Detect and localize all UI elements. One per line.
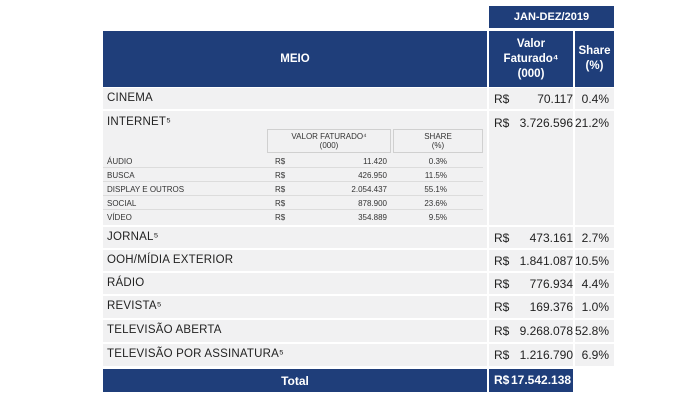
sub-row-label: ÁUDIO: [107, 157, 133, 166]
sub-row-share: 23.6%: [424, 199, 447, 208]
internet-subtable-row-social: SOCIAL R$ 878.900 23.6%: [103, 197, 483, 210]
sub-row-currency: R$: [275, 185, 286, 194]
row-label: CINEMA: [107, 92, 153, 104]
meio-label: MEIO: [280, 52, 310, 65]
row-share: 6.9%: [581, 348, 609, 362]
sub-row-label: VÍDEO: [107, 213, 132, 222]
sub-row-label: SOCIAL: [107, 199, 137, 208]
row-value: 1.216.790: [519, 348, 573, 362]
row-currency: R$: [494, 277, 510, 291]
row-value: 9.268.078: [519, 324, 573, 338]
row-share: 1.0%: [581, 300, 609, 314]
row-currency: R$: [494, 348, 510, 362]
internet-subtable-row-video: VÍDEO R$ 354.889 9.5%: [103, 211, 483, 224]
row-currency: R$: [494, 300, 510, 314]
sub-row-currency: R$: [275, 171, 286, 180]
row-currency: R$: [494, 254, 510, 268]
internet-subtable-row-audio: ÁUDIO R$ 11.420 0.3%: [103, 155, 483, 168]
total-currency: R$: [494, 373, 510, 387]
row-value: 70.117: [537, 92, 573, 106]
valor-header-line1: Valor: [516, 37, 546, 50]
share-header-line2: (%): [585, 60, 604, 72]
sub-row-label: DISPLAY E OUTROS: [107, 185, 185, 194]
row-value: 1.841.087: [519, 254, 573, 268]
row-value: 3.726.596: [519, 116, 573, 130]
row-label: INTERNET⁵: [107, 116, 172, 128]
row-value: 473.161: [529, 231, 573, 245]
table-row-cinema: CINEMA R$ 70.117 0.4%: [103, 88, 614, 109]
row-label: TELEVISÃO POR ASSINATURA⁵: [107, 348, 284, 360]
internet-subtable-row-display: DISPLAY E OUTROS R$ 2.054.437 55.1%: [103, 183, 483, 196]
row-value: 776.934: [529, 277, 573, 291]
row-currency: R$: [494, 231, 510, 245]
table-row-internet: INTERNET⁵ R$ 3.726.596 21.2% VALOR FATUR…: [103, 111, 614, 225]
sub-header-share-line2: (%): [431, 141, 445, 150]
row-share: 4.4%: [581, 277, 609, 291]
table-row-tv-aberta: TELEVISÃO ABERTA R$ 9.268.078 52.8%: [103, 320, 614, 342]
row-share: 21.2%: [575, 116, 610, 130]
row-share: 0.4%: [581, 92, 609, 106]
table-row-tv-assinatura: TELEVISÃO POR ASSINATURA⁵ R$ 1.216.790 6…: [103, 344, 614, 366]
share-header-line1: Share: [578, 45, 611, 57]
sub-row-share: 55.1%: [424, 185, 447, 194]
sub-header-valor-line1: VALOR FATURADO⁴: [291, 132, 367, 141]
column-header-valor: Valor Faturado⁴ (000): [489, 31, 573, 87]
sub-row-currency: R$: [275, 213, 286, 222]
sub-row-value: 11.420: [363, 157, 387, 166]
valor-header-line2: Faturado⁴: [503, 52, 559, 65]
sub-row-share: 0.3%: [428, 157, 447, 166]
column-divider: [487, 88, 489, 366]
total-label: Total: [281, 373, 309, 388]
sub-row-value: 2.054.437: [351, 185, 387, 194]
column-header-meio: MEIO: [103, 31, 487, 87]
sub-header-valor-line2: (000): [319, 141, 339, 150]
table-row-revista: REVISTA⁵ R$ 169.376 1.0%: [103, 296, 614, 318]
internet-subtable-header-valor: VALOR FATURADO⁴ (000): [267, 129, 391, 153]
row-share: 10.5%: [575, 254, 610, 268]
table-row-radio: RÁDIO R$ 776.934 4.4%: [103, 273, 614, 294]
row-currency: R$: [494, 324, 510, 338]
column-divider: [573, 88, 575, 366]
total-label-cell: Total: [103, 369, 487, 392]
sub-row-value: 426.950: [358, 171, 387, 180]
row-share: 52.8%: [575, 324, 610, 338]
row-label: JORNAL⁵: [107, 231, 159, 243]
period-label: JAN-DEZ/2019: [513, 11, 590, 23]
internet-subtable-row-busca: BUSCA R$ 426.950 11.5%: [103, 169, 483, 182]
sub-header-share-line1: SHARE: [424, 132, 452, 141]
row-share: 2.7%: [581, 231, 609, 245]
row-label: RÁDIO: [107, 277, 145, 289]
valor-header-line3: (000): [517, 67, 545, 80]
table-row-jornal: JORNAL⁵ R$ 473.161 2.7%: [103, 227, 614, 248]
sub-row-value: 354.889: [358, 213, 387, 222]
internet-subtable-header-share: SHARE (%): [393, 129, 483, 153]
sub-row-value: 878.900: [358, 199, 387, 208]
sub-row-currency: R$: [275, 157, 286, 166]
sub-row-label: BUSCA: [107, 171, 135, 180]
total-value-cell: R$ 17.542.138: [489, 369, 573, 392]
table-row-ooh: OOH/MÍDIA EXTERIOR R$ 1.841.087 10.5%: [103, 250, 614, 271]
period-header: JAN-DEZ/2019: [489, 6, 614, 28]
sub-row-currency: R$: [275, 199, 286, 208]
row-currency: R$: [494, 116, 510, 130]
row-value: 169.376: [529, 300, 573, 314]
total-value: 17.542.138: [511, 373, 572, 387]
row-label: OOH/MÍDIA EXTERIOR: [107, 254, 234, 266]
row-label: REVISTA⁵: [107, 300, 162, 312]
sub-row-share: 9.5%: [428, 213, 447, 222]
column-header-share: Share (%): [575, 31, 614, 87]
row-currency: R$: [494, 92, 510, 106]
sub-row-share: 11.5%: [424, 171, 447, 180]
row-label: TELEVISÃO ABERTA: [107, 324, 222, 336]
